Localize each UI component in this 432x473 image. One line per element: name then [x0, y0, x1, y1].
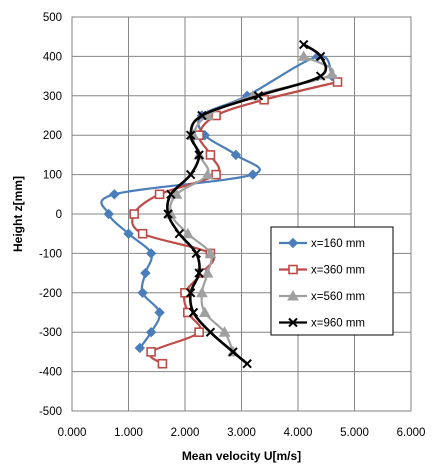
y-tick-label: 400	[43, 51, 62, 63]
legend-label: x=960 mm	[311, 318, 365, 330]
data-point	[194, 150, 204, 160]
x-tick-label: 0.000	[58, 427, 87, 439]
data-point	[181, 227, 194, 239]
legend-swatch-marker	[287, 237, 299, 249]
series-line	[131, 80, 338, 365]
x-tick-label: 6.000	[397, 427, 426, 439]
data-point	[218, 326, 231, 337]
y-tick-label: -100	[39, 248, 62, 260]
data-point	[145, 326, 157, 338]
data-point	[180, 287, 190, 298]
data-point	[211, 169, 221, 180]
data-point	[230, 149, 242, 161]
data-point	[205, 150, 216, 160]
x-tick-label: 3.000	[227, 427, 256, 439]
data-point	[194, 268, 204, 278]
data-point	[123, 228, 134, 239]
data-point	[145, 248, 157, 259]
y-tick-label: -200	[39, 288, 62, 300]
legend: x=160 mm x=360 mm x=560 mm x=960 mm	[270, 226, 394, 336]
series-4	[163, 39, 328, 369]
legend-label: x=560 mm	[311, 291, 365, 303]
data-point	[259, 94, 269, 105]
data-point	[134, 342, 146, 354]
legend-swatch-marker	[287, 289, 299, 301]
data-point	[228, 347, 238, 357]
x-axis-tick-labels: 0.000 1.000 2.000 3.000 4.000 5.000 6.000	[58, 427, 426, 439]
data-point	[185, 288, 196, 298]
data-point	[137, 287, 148, 299]
legend-item: x=360 mm	[279, 265, 365, 277]
y-tick-label: -500	[39, 406, 62, 418]
y-tick-label: -300	[39, 327, 62, 339]
plot-area-border	[71, 16, 412, 412]
data-point	[201, 267, 214, 278]
data-point	[163, 209, 173, 219]
y-axis-tick-labels: -500 -400 -300 -200 -100 0 100 200 300 400 500	[39, 12, 62, 418]
data-point	[185, 130, 196, 140]
x-tick-label: 2.000	[171, 427, 200, 439]
data-point	[196, 286, 208, 298]
data-point	[315, 51, 326, 62]
legend-item: x=960 mm	[279, 318, 365, 330]
legend-label: x=160 mm	[311, 238, 365, 250]
data-point	[242, 359, 252, 369]
y-tick-label: -400	[39, 367, 62, 379]
data-point	[191, 248, 202, 259]
data-point	[154, 307, 165, 318]
data-point	[205, 327, 216, 337]
data-point	[109, 189, 120, 200]
y-tick-label: 500	[43, 12, 62, 24]
data-point	[194, 327, 204, 338]
legend-swatch-marker	[288, 317, 298, 328]
data-point	[201, 168, 214, 180]
data-point	[154, 189, 165, 200]
y-tick-label: 200	[43, 130, 62, 142]
x-tick-label: 1.000	[114, 427, 143, 439]
data-point	[137, 228, 148, 239]
data-point	[188, 307, 199, 318]
x-axis-title: Mean velocity U[m/s]	[182, 449, 301, 463]
data-point	[140, 267, 151, 279]
series-2	[129, 77, 343, 369]
data-point	[129, 209, 139, 219]
legend-swatch-marker	[288, 264, 298, 275]
data-point	[183, 307, 193, 318]
legend-item: x=560 mm	[279, 289, 365, 303]
data-point	[247, 169, 259, 180]
series-3	[165, 50, 338, 357]
data-point	[197, 110, 207, 121]
data-point	[253, 91, 264, 101]
data-point	[326, 68, 338, 79]
y-tick-label: 100	[43, 170, 62, 182]
data-point	[174, 228, 185, 239]
y-tick-label: 300	[43, 91, 62, 103]
data-point	[103, 208, 114, 220]
data-point	[204, 247, 217, 258]
data-point	[146, 347, 156, 357]
data-point	[297, 50, 310, 61]
data-point	[157, 358, 168, 369]
data-point	[185, 169, 196, 180]
data-point	[198, 306, 211, 317]
legend-label: x=360 mm	[311, 265, 365, 277]
data-point	[332, 77, 343, 87]
y-tick-label: 0	[56, 209, 62, 221]
data-point	[166, 189, 176, 200]
data-point	[315, 71, 326, 81]
x-tick-label: 5.000	[340, 427, 369, 439]
legend-item: x=160 mm	[279, 237, 365, 250]
data-point	[298, 39, 309, 50]
x-tick-label: 4.000	[284, 427, 313, 439]
y-axis-title: Height z[mm]	[11, 176, 25, 252]
series-group	[100, 39, 343, 369]
